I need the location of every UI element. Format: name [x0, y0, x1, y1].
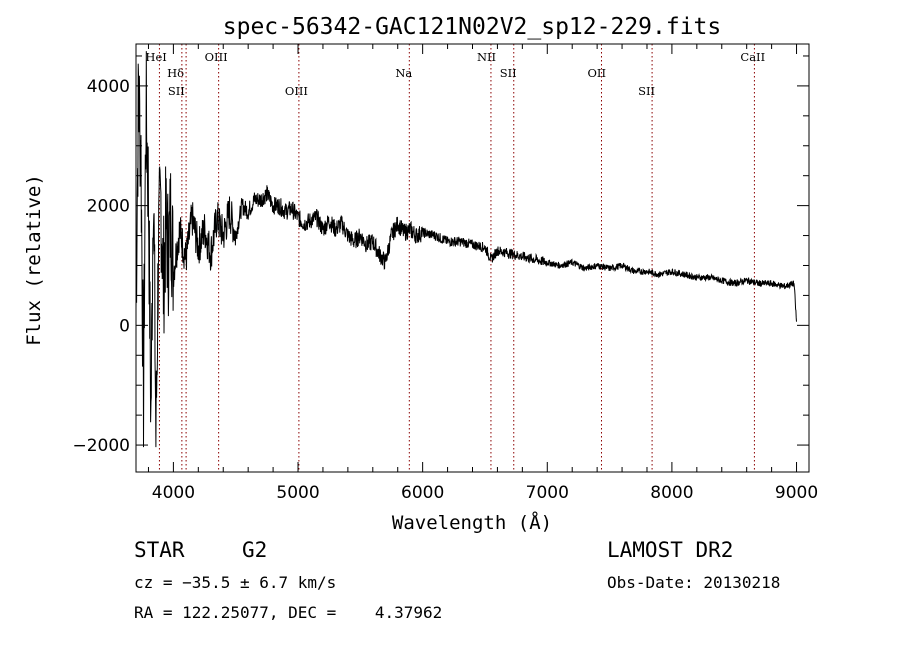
line-marker-label: OIII — [285, 84, 308, 98]
y-tick-label: 0 — [119, 316, 130, 336]
x-tick-label: 8000 — [650, 483, 693, 503]
x-axis-label: Wavelength (Å) — [392, 511, 552, 534]
spectrum-line — [135, 51, 797, 448]
chart-title: spec-56342-GAC121N02V2_sp12-229.fits — [223, 14, 722, 40]
line-marker-label: OIII — [205, 50, 228, 64]
x-tick-label: 6000 — [401, 483, 444, 503]
y-axis-ticks: −2000 0 2000 4000 — [72, 55, 809, 456]
object-subclass: G2 — [242, 538, 268, 562]
line-marker-label: SII — [500, 66, 517, 80]
y-tick-label: 4000 — [87, 77, 130, 97]
line-marker-label: HeI — [145, 50, 166, 64]
x-axis-ticks: 4000 5000 6000 7000 8000 9000 — [147, 44, 818, 503]
line-marker-label: Na — [395, 66, 412, 80]
y-axis-label: Flux (relative) — [23, 174, 45, 346]
spectrum-series — [135, 51, 797, 448]
y-tick-label: 2000 — [87, 197, 130, 217]
x-tick-label: 7000 — [526, 483, 569, 503]
survey-name: LAMOST DR2 — [607, 538, 734, 562]
x-tick-label: 9000 — [775, 483, 818, 503]
line-marker-label: CaII — [740, 50, 765, 64]
line-marker-label: SII — [638, 84, 655, 98]
line-marker-label: SII — [168, 84, 185, 98]
redshift-velocity: cz = −35.5 ± 6.7 km/s — [134, 573, 337, 592]
object-class: STAR — [134, 538, 185, 562]
x-tick-label: 4000 — [152, 483, 195, 503]
observation-date: Obs-Date: 20130218 — [607, 573, 781, 592]
line-marker-label: OII — [587, 66, 606, 80]
plot-frame — [135, 43, 810, 473]
y-tick-label: −2000 — [72, 436, 130, 456]
x-tick-label: 5000 — [276, 483, 319, 503]
coordinates: RA = 122.25077, DEC = 4.37962 — [134, 603, 443, 622]
line-marker-label: NII — [477, 50, 496, 64]
line-marker-label: Hδ — [167, 66, 184, 80]
